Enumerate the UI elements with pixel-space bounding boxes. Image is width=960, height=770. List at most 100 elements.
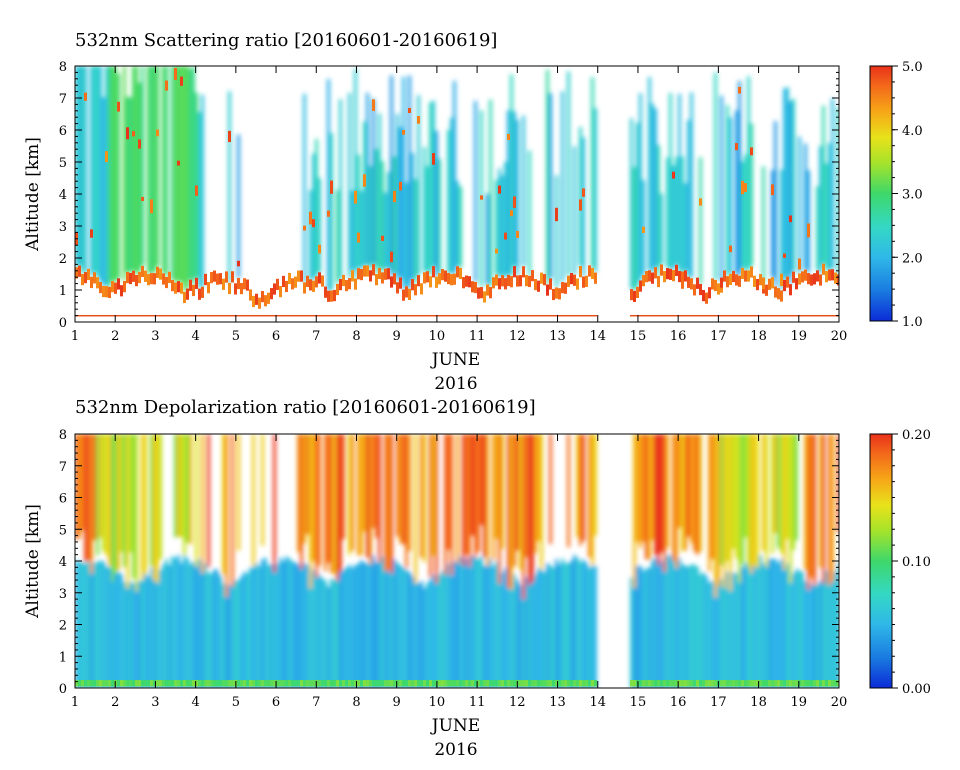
pbl-band — [738, 275, 741, 287]
surface-band — [231, 680, 234, 687]
cloud-column — [177, 66, 180, 282]
cloud-column — [162, 66, 165, 274]
surface-line — [753, 314, 756, 317]
surface-band — [762, 680, 765, 687]
surface-line — [267, 314, 270, 317]
surface-band — [459, 680, 462, 687]
depol-column — [324, 434, 327, 572]
pbl-band — [672, 270, 675, 282]
surface-band — [819, 680, 822, 687]
surface-band — [165, 680, 168, 687]
cloud-edge — [318, 244, 321, 254]
surface-band — [75, 680, 78, 687]
depol-column — [639, 434, 642, 549]
aerosol-layer — [789, 567, 792, 688]
cloud-edge — [402, 130, 405, 135]
cloud-column — [408, 75, 411, 289]
surface-line — [345, 314, 348, 317]
pbl-band — [552, 288, 555, 301]
cloud-column — [315, 138, 318, 277]
pbl-band — [495, 274, 498, 286]
surface-line — [159, 314, 162, 317]
pbl-band — [462, 277, 465, 289]
depol-column — [252, 434, 255, 567]
depol-column — [654, 434, 657, 556]
surface-line — [726, 314, 729, 317]
depol-column — [159, 434, 162, 560]
aerosol-layer — [804, 581, 807, 688]
cloud-column — [789, 101, 792, 285]
depol-column — [636, 434, 639, 542]
y-tick-label: 1 — [59, 650, 67, 665]
x-tick-label: 15 — [630, 695, 647, 710]
depol-column — [150, 434, 153, 567]
depol-column — [537, 434, 540, 542]
surface-line — [729, 314, 732, 317]
surface-band — [417, 680, 420, 687]
x-tick-label: 18 — [750, 329, 767, 344]
surface-band — [699, 680, 702, 687]
aerosol-layer — [561, 558, 564, 688]
cloud-edge — [177, 160, 180, 166]
aerosol-layer — [576, 557, 579, 688]
pbl-band — [138, 271, 141, 284]
depol-column — [747, 434, 750, 568]
depol-column — [174, 434, 177, 538]
aerosol-layer — [306, 565, 309, 688]
x-tick-label: 1 — [71, 329, 79, 344]
aerosol-layer — [774, 559, 777, 688]
cloud-column — [660, 193, 663, 265]
pbl-band — [768, 278, 771, 290]
surface-line — [762, 314, 765, 317]
surface-band — [816, 680, 819, 687]
surface-line — [351, 314, 354, 317]
surface-line — [552, 314, 555, 317]
pbl-band — [120, 285, 123, 297]
cloud-column — [189, 69, 192, 280]
pbl-band — [531, 270, 534, 282]
aerosol-layer — [336, 577, 339, 688]
pbl-band — [777, 288, 780, 300]
surface-line — [105, 314, 108, 317]
aerosol-layer — [696, 566, 699, 688]
surface-line — [390, 314, 393, 317]
surface-band — [279, 680, 282, 687]
pbl-band — [834, 272, 837, 284]
aerosol-layer — [453, 561, 456, 688]
aerosol-layer — [417, 583, 420, 688]
surface-line — [117, 314, 120, 317]
surface-band — [366, 680, 369, 687]
pbl-band — [351, 270, 354, 282]
depol-column — [723, 434, 726, 589]
colorbar — [869, 65, 893, 322]
surface-line — [654, 314, 657, 317]
depol-column — [657, 434, 660, 566]
aerosol-layer — [456, 560, 459, 688]
depol-column — [84, 434, 87, 563]
surface-band — [354, 680, 357, 687]
pbl-band — [249, 289, 252, 301]
surface-band — [171, 680, 174, 687]
depol-column — [540, 434, 543, 570]
surface-band — [102, 680, 105, 687]
x-tick-label: 20 — [831, 695, 848, 710]
x-tick-label: 8 — [352, 329, 360, 344]
surface-line — [765, 314, 768, 317]
aerosol-layer — [678, 558, 681, 688]
depol-column — [828, 434, 831, 586]
depol-column — [534, 434, 537, 554]
aerosol-layer — [222, 583, 225, 688]
aerosol-layer — [396, 563, 399, 688]
aerosol-layer — [303, 563, 306, 688]
aerosol-layer — [711, 580, 714, 688]
pbl-band — [837, 274, 839, 286]
cloud-column — [180, 66, 183, 283]
aerosol-layer — [84, 563, 87, 688]
pbl-band — [246, 279, 249, 291]
aerosol-layer — [468, 555, 471, 688]
surface-line — [579, 314, 582, 317]
surface-band — [462, 680, 465, 687]
aerosol-layer — [819, 580, 822, 688]
pbl-band — [456, 266, 459, 278]
cloud-column — [390, 75, 393, 277]
